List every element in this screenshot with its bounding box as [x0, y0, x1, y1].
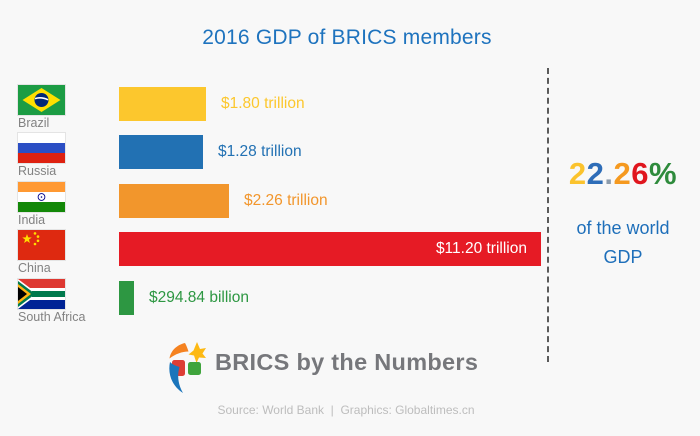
brand-title: BRICS by the Numbers — [215, 349, 479, 375]
percentage-char: 2 — [613, 156, 632, 191]
country-label: India — [18, 212, 46, 227]
gdp-value-china: $11.20 trillion — [435, 240, 527, 258]
chart-row-brazil: Brazil $1.80 trillion — [0, 83, 547, 131]
gdp-value-india: $2.26 trillion — [244, 191, 328, 209]
chart-row-india: India $2.26 trillion — [0, 180, 547, 228]
percentage-char: % — [649, 156, 678, 191]
country-label: Brazil — [18, 116, 50, 130]
flag-label-russia: Russia — [17, 132, 118, 179]
brics-logo-icon — [169, 342, 206, 393]
chart-row-south-africa: South Africa $294.84 billion — [0, 277, 547, 325]
chart-title: 2016 GDP of BRICS members — [202, 26, 492, 49]
country-label: Russia — [18, 164, 57, 179]
flag-label-india: India — [17, 180, 118, 227]
world-gdp-percentage: 22.26% — [548, 156, 698, 192]
percentage-char: 2 — [586, 156, 605, 191]
country-label: China — [18, 261, 51, 276]
south-africa-flag-icon — [17, 277, 66, 310]
flag-label-south-africa: South Africa — [17, 277, 118, 324]
chart-row-russia: Russia $1.28 trillion — [0, 131, 547, 179]
gdp-bar-india — [119, 183, 229, 218]
caption-line-2: GDP — [603, 247, 643, 267]
india-flag-icon — [17, 180, 66, 213]
country-label: South Africa — [18, 309, 86, 324]
gdp-value-south-africa: $294.84 billion — [149, 288, 249, 306]
china-flag-icon — [17, 229, 66, 262]
gdp-bar-brazil — [119, 87, 206, 121]
percentage-char: . — [604, 156, 614, 191]
dashed-divider — [547, 68, 549, 362]
chart-row-china: China $11.20 trillion — [0, 228, 547, 276]
brazil-flag-icon — [17, 84, 66, 116]
bar-chart: Brazil $1.80 trillion Russia $1.28 trill… — [0, 83, 547, 325]
flag-label-brazil: Brazil — [17, 84, 118, 130]
gdp-bar-south-africa — [119, 280, 134, 315]
source-credit: Source: World Bank | Graphics: Globaltim… — [217, 403, 475, 417]
gdp-value-brazil: $1.80 trillion — [221, 95, 305, 112]
flag-label-china: China — [17, 229, 118, 276]
caption-line-1: of the world — [576, 218, 670, 238]
world-gdp-caption: of the world GDP — [548, 214, 698, 272]
percentage-char: 6 — [631, 156, 650, 191]
world-share-panel: 22.26% of the world GDP — [548, 0, 698, 436]
gdp-bar-china — [119, 232, 541, 267]
russia-flag-icon — [17, 132, 66, 165]
gdp-bar-russia — [119, 135, 203, 170]
percentage-char: 2 — [568, 156, 587, 191]
gdp-value-russia: $1.28 trillion — [218, 143, 302, 161]
